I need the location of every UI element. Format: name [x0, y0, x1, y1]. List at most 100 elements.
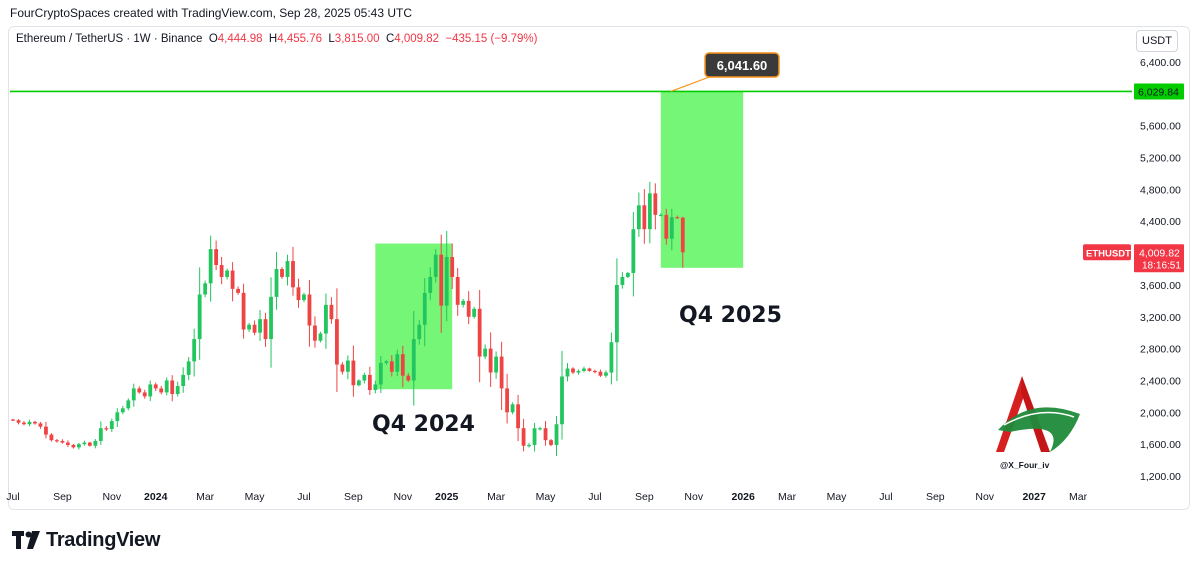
- x-tick-label: Jul: [879, 491, 892, 503]
- candle: [115, 412, 120, 422]
- candle: [411, 339, 416, 381]
- candle: [192, 339, 197, 362]
- candle: [219, 265, 224, 277]
- candle: [450, 257, 455, 277]
- x-tick-label: Nov: [684, 491, 703, 503]
- candle: [33, 421, 37, 424]
- y-tick-label: 1,200.00: [1140, 471, 1181, 483]
- open-value: 4,444.98: [217, 33, 263, 45]
- candle: [269, 296, 273, 340]
- y-tick-label: 2,800.00: [1140, 344, 1181, 356]
- candle: [82, 442, 87, 445]
- candle: [11, 419, 15, 421]
- candle: [285, 261, 290, 277]
- candle: [455, 276, 460, 305]
- candle: [44, 426, 48, 435]
- y-tick-label: 6,400.00: [1140, 57, 1181, 69]
- candle: [669, 217, 674, 239]
- x-tick-label: Nov: [975, 491, 994, 503]
- candle: [378, 362, 383, 385]
- candle: [109, 421, 114, 430]
- y-tick-label: 5,600.00: [1140, 121, 1181, 133]
- candle: [258, 319, 262, 333]
- candle: [49, 434, 54, 441]
- symbol-name[interactable]: Ethereum / TetherUS · 1W · Binance: [16, 33, 203, 45]
- candle: [604, 372, 608, 376]
- candle: [680, 217, 685, 253]
- x-tick-label: Mar: [487, 491, 506, 503]
- candle: [472, 308, 477, 317]
- candle: [104, 428, 109, 430]
- candle: [488, 348, 493, 373]
- candle: [142, 392, 147, 397]
- x-tick-label: Mar: [778, 491, 797, 503]
- candle: [296, 287, 301, 301]
- candle: [658, 214, 663, 217]
- candle: [307, 294, 312, 326]
- tradingview-logo-icon: [12, 531, 40, 549]
- watermark-handle: @X_Four_iv: [1000, 460, 1050, 470]
- x-tick-label: Jul: [297, 491, 310, 503]
- candle: [302, 294, 306, 301]
- watermark-logo: @X_Four_iv: [996, 376, 1080, 470]
- candle: [120, 408, 125, 413]
- candle: [444, 257, 449, 306]
- candle: [313, 325, 317, 341]
- y-tick-label: 2,400.00: [1140, 375, 1181, 387]
- candle: [499, 356, 504, 389]
- candle: [483, 348, 488, 357]
- x-tick-label: Sep: [53, 491, 72, 503]
- candle: [175, 386, 180, 394]
- candle: [367, 374, 372, 391]
- x-tick-label: Nov: [393, 491, 412, 503]
- candle: [406, 375, 411, 381]
- x-tick-label: 2025: [435, 491, 459, 503]
- chart-panel[interactable]: [8, 26, 1190, 510]
- candle: [55, 440, 59, 442]
- candle: [60, 440, 65, 443]
- candle: [609, 342, 614, 373]
- candle: [373, 384, 378, 391]
- candle: [527, 444, 531, 447]
- target-price-badge: [1134, 83, 1184, 100]
- candle: [647, 193, 652, 230]
- symbol-tag-label: ETHUSDT: [1086, 248, 1131, 259]
- candle: [389, 361, 394, 372]
- candle: [170, 380, 175, 394]
- close-value: 4,009.82: [394, 33, 440, 45]
- candle: [98, 428, 103, 441]
- candle: [505, 388, 509, 413]
- change-value: −435.15 (−9.79%): [445, 33, 538, 45]
- candle: [543, 428, 548, 441]
- candle: [494, 356, 499, 373]
- candle: [356, 380, 361, 386]
- candle: [582, 368, 586, 371]
- x-tick-label: Sep: [635, 491, 654, 503]
- candle: [345, 360, 350, 372]
- candle: [126, 400, 131, 409]
- candle: [439, 254, 444, 306]
- candle: [675, 217, 680, 219]
- chart-credit: FourCryptoSpaces created with TradingVie…: [10, 6, 412, 20]
- candle: [181, 374, 186, 387]
- currency-unit-button[interactable]: USDT: [1136, 30, 1178, 52]
- candle: [422, 292, 427, 325]
- candle: [324, 304, 328, 334]
- tradingview-brand[interactable]: TradingView: [12, 528, 160, 552]
- candle: [76, 444, 81, 448]
- y-tick-label: 1,600.00: [1140, 439, 1181, 451]
- candle: [466, 300, 471, 317]
- zone-annotation: Q4 2025: [679, 303, 782, 328]
- candle: [642, 205, 647, 230]
- candle: [203, 283, 208, 295]
- target-price-label: 6,029.84: [1138, 86, 1179, 98]
- candle: [131, 388, 136, 401]
- candle: [335, 319, 339, 365]
- x-tick-label: Nov: [102, 491, 121, 503]
- candle: [236, 288, 240, 293]
- candle: [208, 249, 213, 284]
- candle: [636, 205, 641, 230]
- candle: [241, 292, 246, 330]
- candle: [538, 428, 542, 430]
